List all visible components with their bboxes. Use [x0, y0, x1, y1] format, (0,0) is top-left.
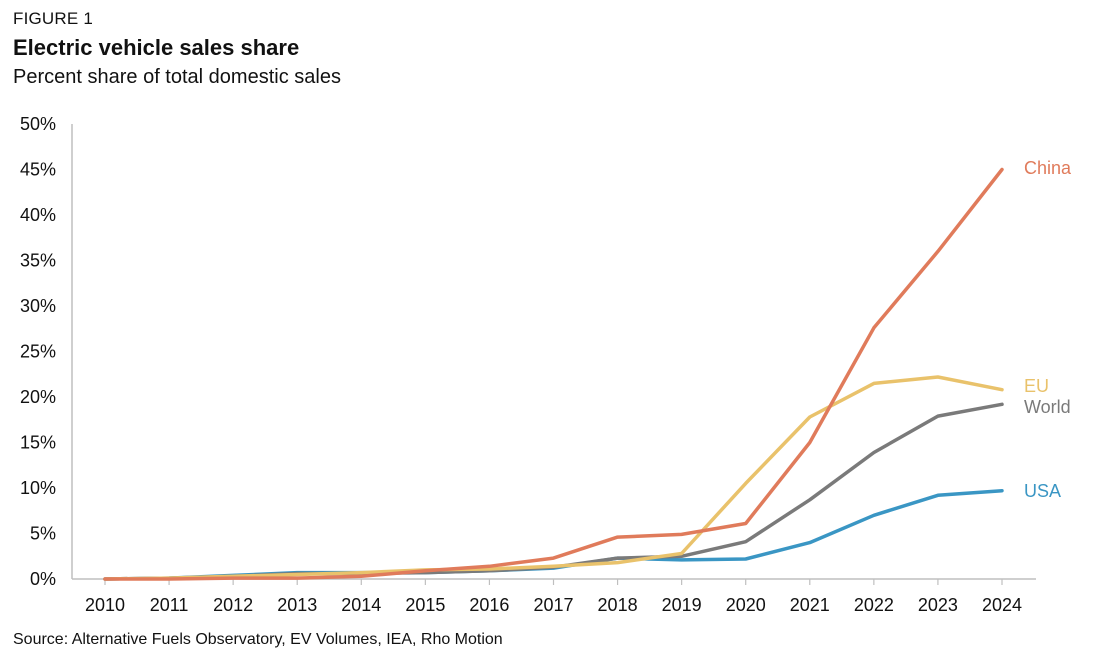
y-tick-label: 30%	[20, 296, 56, 316]
x-tick-label: 2020	[726, 595, 766, 615]
figure-label: FIGURE 1	[13, 9, 94, 28]
x-tick-label: 2022	[854, 595, 894, 615]
series-line-china	[103, 167, 1004, 581]
y-tick-label: 45%	[20, 160, 56, 180]
x-tick-label: 2018	[598, 595, 638, 615]
y-tick-label: 0%	[30, 569, 56, 589]
chart-subtitle: Percent share of total domestic sales	[13, 66, 341, 88]
series-label-eu: EU	[1024, 376, 1049, 396]
series-label-usa: USA	[1024, 481, 1061, 501]
y-tick-label: 40%	[20, 205, 56, 225]
x-tick-label: 2024	[982, 595, 1022, 615]
chart-title: Electric vehicle sales share	[13, 35, 300, 60]
y-tick-label: 25%	[20, 342, 56, 362]
y-tick-label: 50%	[20, 114, 56, 134]
x-tick-label: 2017	[533, 595, 573, 615]
x-tick-label: 2023	[918, 595, 958, 615]
source-note: Source: Alternative Fuels Observatory, E…	[13, 631, 503, 648]
x-tick-label: 2014	[341, 595, 381, 615]
series-label-china: China	[1024, 158, 1072, 178]
x-tick-label: 2019	[662, 595, 702, 615]
y-tick-label: 10%	[20, 478, 56, 498]
x-tick-label: 2012	[213, 595, 253, 615]
x-tick-label: 2010	[85, 595, 125, 615]
x-tick-label: 2021	[790, 595, 830, 615]
y-tick-label: 5%	[30, 524, 56, 544]
x-tick-label: 2013	[277, 595, 317, 615]
y-tick-label: 35%	[20, 251, 56, 271]
series-line-eu	[103, 375, 1004, 581]
y-tick-label: 20%	[20, 387, 56, 407]
x-tick-label: 2011	[150, 595, 189, 615]
x-tick-label: 2016	[469, 595, 509, 615]
y-tick-label: 15%	[20, 433, 56, 453]
series-line-world	[103, 402, 1004, 581]
series-label-world: World	[1024, 397, 1071, 417]
x-tick-label: 2015	[405, 595, 445, 615]
